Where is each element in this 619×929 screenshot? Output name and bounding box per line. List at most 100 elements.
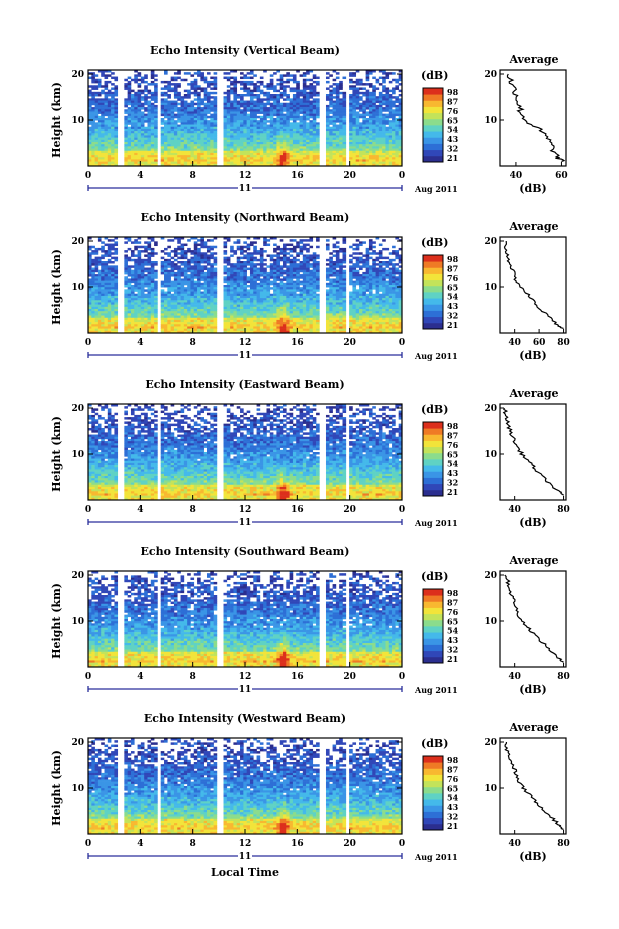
colorbar-swatch	[423, 310, 443, 318]
average-x-tick-label: 60	[533, 338, 546, 348]
colorbar-tick-label: 87	[447, 96, 458, 106]
colorbar-swatch	[423, 137, 443, 144]
colorbar-swatch	[423, 817, 443, 825]
colorbar-swatch	[423, 88, 443, 95]
day-label-bg	[238, 851, 252, 861]
day-label-bg	[238, 350, 252, 360]
colorbar-frame	[422, 421, 444, 497]
average-title: Average	[508, 387, 558, 400]
x-tick-label: 8	[190, 839, 196, 849]
colorbar-swatch	[423, 589, 443, 596]
average-title: Average	[508, 721, 558, 734]
colorbar-tick-label: 32	[447, 311, 458, 321]
average-profile-line	[503, 240, 564, 329]
colorbar-frame	[422, 588, 444, 664]
colorbar-tick-label: 76	[447, 607, 459, 617]
average-x-label: (dB)	[519, 850, 546, 863]
heatmap-cells	[88, 571, 403, 668]
average-profile-line	[504, 741, 564, 830]
colorbar-swatch	[423, 477, 443, 485]
colorbar-tick-label: 54	[447, 626, 459, 636]
average-frame	[499, 69, 567, 167]
colorbar-tick-label: 87	[447, 430, 458, 440]
colorbar-swatch	[423, 823, 443, 831]
colorbar-tick-label: 32	[447, 478, 458, 488]
colorbar-tick-label: 21	[447, 153, 458, 163]
panel-title: Echo Intensity (Southward Beam)	[141, 545, 350, 558]
colorbar-swatch	[423, 125, 443, 132]
colorbar-swatch	[423, 650, 443, 658]
colorbar-tick-label: 87	[447, 764, 458, 774]
colorbar-tick-label: 43	[447, 802, 459, 812]
average-y-tick-label: 20	[484, 571, 497, 581]
colorbar-swatch	[423, 118, 443, 126]
colorbar-swatch	[423, 440, 443, 448]
colorbar-unit: (dB)	[421, 403, 448, 416]
average-title: Average	[508, 554, 558, 567]
colorbar-swatch	[423, 149, 443, 157]
x-tick-label: 8	[190, 505, 196, 515]
colorbar-tick-label: 54	[447, 793, 459, 803]
y-tick-label: 10	[71, 116, 84, 126]
colorbar-swatch	[423, 94, 443, 101]
y-tick-label: 10	[71, 450, 84, 460]
colorbar-tick-label: 43	[447, 301, 459, 311]
y-tick-label: 20	[71, 571, 84, 581]
panel-title: Echo Intensity (Vertical Beam)	[150, 44, 340, 57]
colorbar-swatch	[423, 112, 443, 120]
colorbar-swatch	[423, 428, 443, 435]
colorbar-tick-label: 54	[447, 292, 459, 302]
average-x-tick-label: 80	[557, 505, 570, 515]
colorbar-tick-label: 21	[447, 654, 458, 664]
day-label: 11	[239, 852, 252, 862]
average-title: Average	[508, 220, 558, 233]
x-tick-label: 16	[291, 672, 304, 682]
x-tick-label: 4	[137, 171, 143, 181]
average-profile-line	[506, 73, 566, 162]
y-tick-label: 20	[71, 738, 84, 748]
average-x-tick-label: 80	[557, 338, 570, 348]
average-x-label: (dB)	[519, 683, 546, 696]
colorbar-swatch	[423, 805, 443, 812]
average-x-label: (dB)	[519, 516, 546, 529]
x-tick-label: 20	[343, 338, 356, 348]
average-frame	[499, 737, 567, 835]
average-y-tick-label: 10	[484, 784, 497, 794]
colorbar-swatch	[423, 446, 443, 454]
x-tick-label: 0	[399, 171, 405, 181]
x-tick-label: 20	[343, 672, 356, 682]
average-frame	[499, 570, 567, 668]
x-tick-label: 0	[399, 338, 405, 348]
x-tick-label: 12	[239, 338, 252, 348]
month-year-label: Aug 2011	[414, 184, 458, 194]
x-tick-label: 4	[137, 505, 143, 515]
colorbar-swatch	[423, 465, 443, 472]
average-y-tick-label: 10	[484, 450, 497, 460]
colorbar-swatch	[423, 483, 443, 491]
x-tick-label: 20	[343, 839, 356, 849]
y-tick-label: 10	[71, 283, 84, 293]
y-tick-label: 10	[71, 617, 84, 627]
average-x-tick-label: 40	[508, 338, 521, 348]
x-tick-label: 16	[291, 171, 304, 181]
beam-panel-2: Echo Intensity (Eastward Beam) 20 10 Height…	[50, 378, 570, 529]
heatmap-cells	[88, 237, 403, 334]
x-tick-label: 0	[85, 672, 91, 682]
x-tick-label: 16	[291, 839, 304, 849]
day-label-bg	[238, 183, 252, 193]
colorbar-tick-label: 32	[447, 812, 458, 822]
x-tick-label: 0	[85, 171, 91, 181]
x-tick-label: 12	[239, 839, 252, 849]
colorbar-tick-label: 65	[447, 115, 458, 125]
y-axis-label: Height (km)	[50, 249, 63, 325]
x-tick-label: 0	[85, 505, 91, 515]
colorbar-tick-label: 65	[447, 783, 458, 793]
colorbar-swatch	[423, 143, 443, 151]
month-year-label: Aug 2011	[414, 852, 458, 862]
month-year-label: Aug 2011	[414, 685, 458, 695]
colorbar-swatch	[423, 811, 443, 819]
average-x-tick-label: 40	[510, 171, 523, 181]
colorbar-swatch	[423, 632, 443, 639]
colorbar-swatch	[423, 768, 443, 775]
